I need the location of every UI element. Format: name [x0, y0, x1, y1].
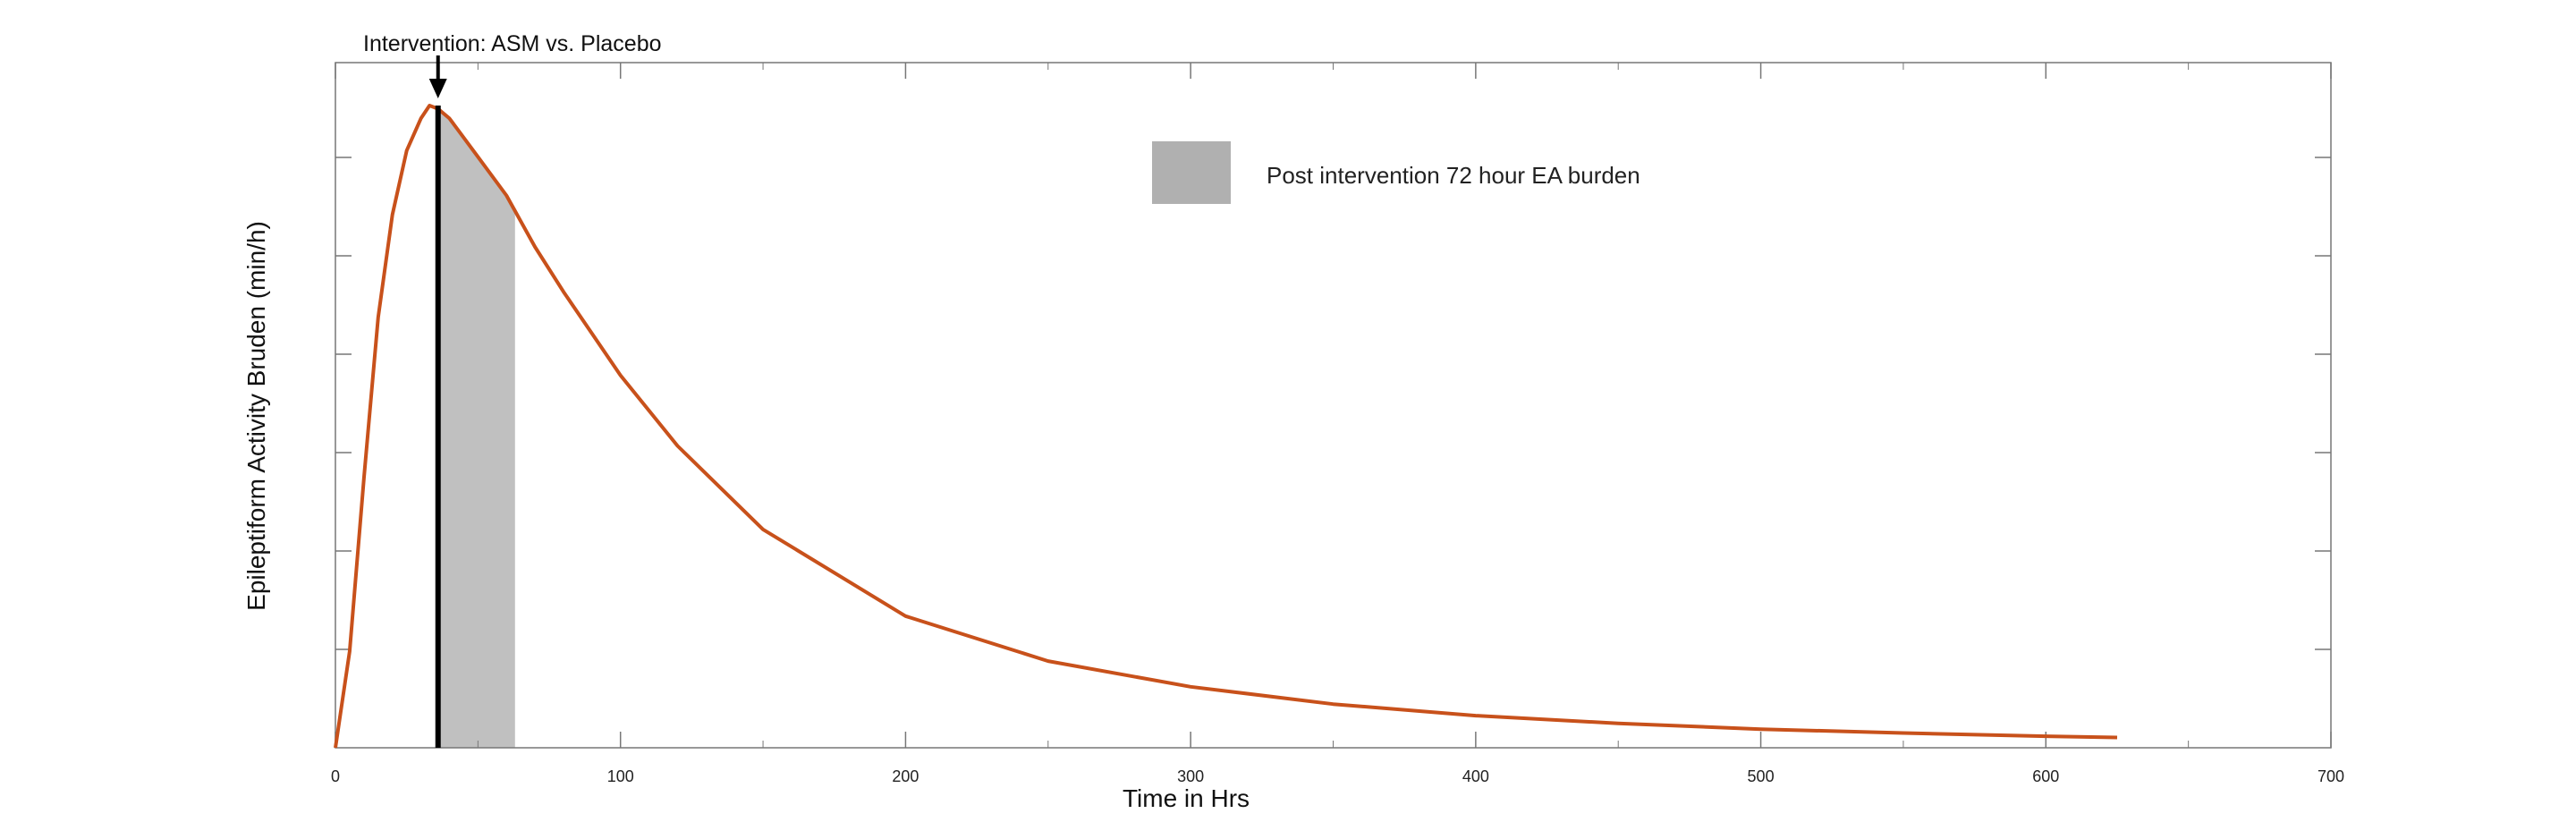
x-axis-label: Time in Hrs	[1123, 784, 1250, 812]
x-tick-label: 200	[892, 767, 919, 785]
x-tick-label: 500	[1748, 767, 1775, 785]
x-tick-label: 600	[2032, 767, 2059, 785]
x-tick-label: 100	[607, 767, 634, 785]
x-tick-label: 400	[1462, 767, 1489, 785]
legend-swatch	[1152, 141, 1231, 204]
x-tick-label: 700	[2318, 767, 2344, 785]
x-tick-label: 0	[331, 767, 340, 785]
x-tick-label: 300	[1177, 767, 1204, 785]
legend-label: Post intervention 72 hour EA burden	[1267, 162, 1640, 189]
plot-area: 0 100 200 300 400 500 600 700	[331, 55, 2344, 785]
y-axis-label: Epileptiform Activity Bruden (min/h)	[242, 221, 270, 611]
intervention-arrow-head	[428, 79, 447, 98]
burden-curve	[334, 104, 2118, 749]
shaded-region	[437, 108, 515, 749]
intervention-annotation: Intervention: ASM vs. Placebo	[363, 31, 662, 56]
